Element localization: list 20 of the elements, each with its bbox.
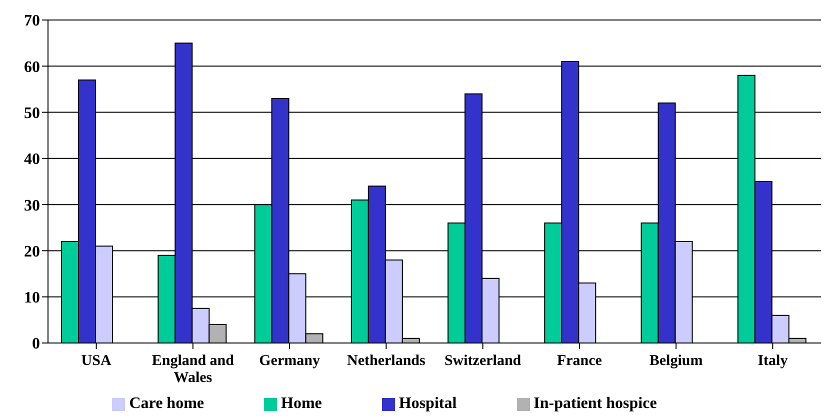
x-tick-label: Switzerland xyxy=(444,353,522,369)
y-tick-label: 60 xyxy=(24,58,40,76)
y-tick-label: 10 xyxy=(24,290,40,307)
y-tick-label: 70 xyxy=(24,12,40,30)
y-tick-label: 0 xyxy=(32,336,40,353)
legend-label: Home xyxy=(281,395,322,412)
legend-label: Care home xyxy=(129,395,204,412)
y-tick-label: 40 xyxy=(24,151,40,168)
y-tick-label: 30 xyxy=(24,197,40,214)
y-tick-label: 50 xyxy=(24,104,40,122)
x-tick-label: USA xyxy=(81,353,112,369)
y-tick-label: 20 xyxy=(24,243,40,260)
x-tick-label: Netherlands xyxy=(347,353,426,369)
legend-label: Hospital xyxy=(398,395,457,412)
x-tick-label: Belgium xyxy=(649,353,704,369)
x-tick-label: Italy xyxy=(758,353,788,369)
x-tick-label: England and Wales xyxy=(152,353,235,386)
legend-label: In-patient hospice xyxy=(534,395,657,412)
x-tick-label: France xyxy=(556,353,602,369)
x-tick-label: Germany xyxy=(259,353,320,369)
